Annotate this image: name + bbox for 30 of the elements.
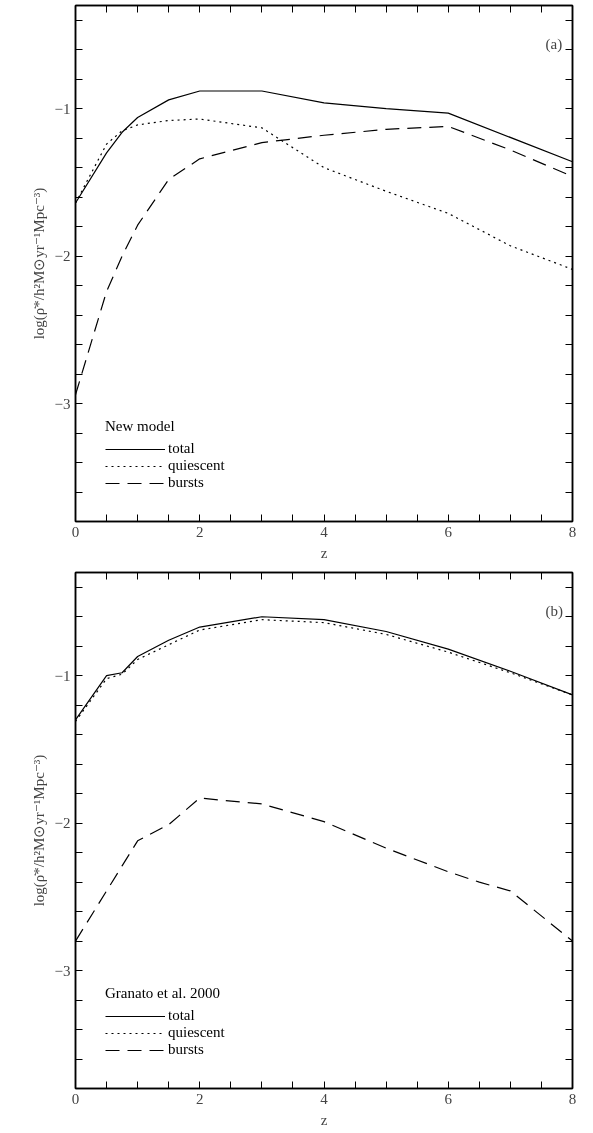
y-tick-label: −1 bbox=[54, 100, 71, 117]
y-axis-title: log(ρ̇*/h²M⊙yr⁻¹Mpc⁻³) bbox=[30, 187, 48, 340]
y-tick-label: −2 bbox=[54, 815, 71, 832]
x-tick-label: 4 bbox=[320, 1090, 329, 1107]
x-tick-label: 8 bbox=[568, 523, 577, 540]
legend-label: total bbox=[168, 440, 195, 457]
legend-title: Granato et al. 2000 bbox=[105, 985, 221, 1002]
x-axis-title: z bbox=[320, 544, 328, 561]
annotation: (b) bbox=[545, 602, 563, 620]
y-tick-label: −3 bbox=[54, 962, 71, 979]
x-tick-label: 2 bbox=[196, 523, 204, 540]
legend-label: total bbox=[168, 1007, 195, 1024]
y-tick-label: −3 bbox=[54, 395, 71, 412]
x-tick-label: 0 bbox=[71, 523, 80, 540]
legend-title: New model bbox=[105, 418, 176, 435]
legend-label: quiescent bbox=[168, 1024, 225, 1041]
x-tick-label: 8 bbox=[568, 1090, 577, 1107]
legend-label: bursts bbox=[168, 1041, 204, 1058]
legend-label: bursts bbox=[168, 474, 204, 491]
x-tick-label: 6 bbox=[444, 1090, 453, 1107]
y-tick-label: −1 bbox=[54, 667, 71, 684]
annotation: (a) bbox=[545, 35, 563, 53]
y-tick-label: −2 bbox=[54, 248, 71, 265]
x-tick-label: 6 bbox=[444, 523, 453, 540]
x-tick-label: 2 bbox=[196, 1090, 204, 1107]
x-tick-label: 0 bbox=[71, 1090, 80, 1107]
x-tick-label: 4 bbox=[320, 523, 329, 540]
legend-label: quiescent bbox=[168, 457, 225, 474]
x-axis-title: z bbox=[320, 1111, 328, 1128]
y-axis-title: log(ρ̇*/h²M⊙yr⁻¹Mpc⁻³) bbox=[30, 754, 48, 907]
